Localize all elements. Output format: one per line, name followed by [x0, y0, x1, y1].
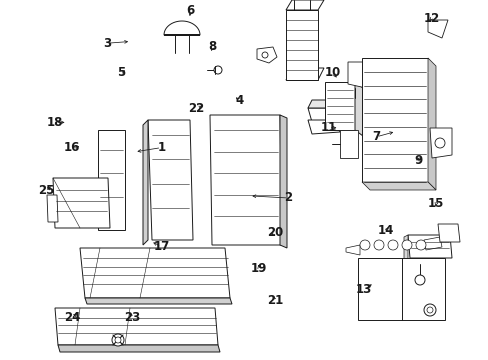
Text: 25: 25 — [38, 184, 55, 197]
Polygon shape — [437, 224, 459, 242]
Polygon shape — [347, 62, 367, 88]
Text: 18: 18 — [47, 116, 63, 129]
Text: 19: 19 — [250, 262, 267, 275]
Polygon shape — [427, 58, 435, 190]
Text: 9: 9 — [413, 154, 421, 167]
Polygon shape — [148, 120, 193, 240]
Text: 20: 20 — [266, 226, 283, 239]
Polygon shape — [80, 248, 229, 298]
Polygon shape — [361, 182, 435, 190]
Text: 2: 2 — [284, 192, 292, 204]
Text: 16: 16 — [63, 141, 80, 154]
Text: 3: 3 — [103, 37, 111, 50]
Polygon shape — [361, 58, 427, 182]
Text: 24: 24 — [64, 311, 81, 324]
Polygon shape — [98, 130, 125, 230]
Text: 4: 4 — [235, 94, 243, 107]
Polygon shape — [307, 108, 339, 122]
Polygon shape — [85, 298, 231, 304]
Polygon shape — [429, 128, 451, 158]
Polygon shape — [285, 68, 324, 80]
Text: 21: 21 — [266, 294, 283, 307]
Text: 23: 23 — [123, 311, 140, 324]
Polygon shape — [58, 345, 220, 352]
Text: 10: 10 — [324, 66, 340, 78]
Text: 12: 12 — [423, 12, 439, 24]
Bar — [357, 258, 444, 320]
Text: 7: 7 — [372, 130, 380, 143]
Polygon shape — [285, 10, 317, 80]
Polygon shape — [407, 235, 451, 258]
Circle shape — [359, 240, 369, 250]
Circle shape — [115, 337, 121, 343]
Polygon shape — [307, 100, 339, 108]
Circle shape — [262, 52, 267, 58]
Circle shape — [214, 66, 222, 74]
Polygon shape — [307, 120, 339, 134]
Polygon shape — [285, 0, 324, 10]
Polygon shape — [325, 82, 354, 130]
Polygon shape — [280, 115, 286, 248]
Polygon shape — [55, 308, 218, 345]
Polygon shape — [257, 47, 276, 63]
Circle shape — [434, 138, 444, 148]
Text: 5: 5 — [117, 66, 125, 78]
Circle shape — [426, 307, 432, 313]
Polygon shape — [346, 245, 359, 255]
Polygon shape — [209, 115, 282, 245]
Polygon shape — [423, 237, 441, 250]
Text: 15: 15 — [427, 197, 444, 210]
Polygon shape — [163, 21, 200, 35]
Circle shape — [423, 304, 435, 316]
Circle shape — [387, 240, 397, 250]
Polygon shape — [47, 195, 58, 222]
Circle shape — [373, 240, 383, 250]
Text: 17: 17 — [153, 240, 169, 253]
Polygon shape — [427, 20, 447, 38]
Text: 6: 6 — [186, 4, 194, 17]
Text: 22: 22 — [188, 102, 204, 114]
Circle shape — [401, 240, 411, 250]
Polygon shape — [339, 130, 357, 158]
Text: 11: 11 — [320, 121, 336, 134]
Polygon shape — [53, 178, 110, 228]
Text: 8: 8 — [208, 40, 216, 53]
Polygon shape — [354, 82, 362, 136]
Circle shape — [415, 240, 425, 250]
Text: 1: 1 — [157, 141, 165, 154]
Circle shape — [414, 275, 424, 285]
Polygon shape — [142, 120, 148, 245]
Polygon shape — [403, 235, 407, 260]
Text: 13: 13 — [355, 283, 372, 296]
Circle shape — [112, 334, 124, 346]
Text: 14: 14 — [377, 224, 394, 237]
